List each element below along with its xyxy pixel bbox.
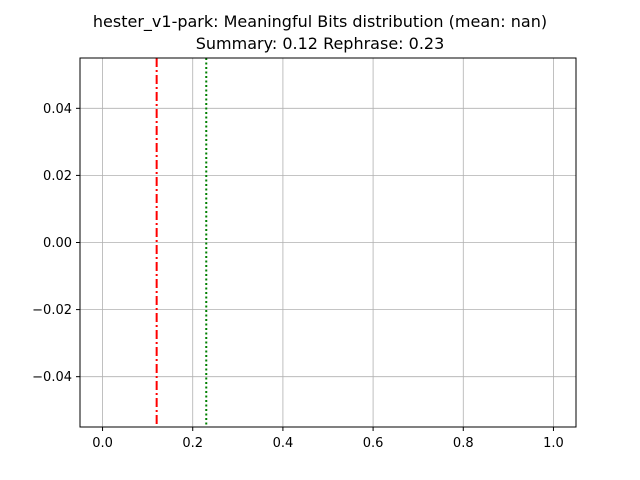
y-tick-label: −0.02 <box>32 303 72 318</box>
grid-lines <box>80 58 576 427</box>
y-tick-label: 0.02 <box>43 169 72 184</box>
chart-subtitle: Summary: 0.12 Rephrase: 0.23 <box>195 34 445 53</box>
x-axis: 0.0 0.2 0.4 0.6 0.8 1.0 <box>92 427 564 451</box>
y-tick-label: 0.00 <box>43 236 72 251</box>
chart-title: hester_v1-park: Meaningful Bits distribu… <box>92 12 548 31</box>
x-tick-label: 0.8 <box>453 436 474 451</box>
x-tick-label: 1.0 <box>543 436 564 451</box>
x-tick-label: 0.4 <box>273 436 294 451</box>
x-tick-label: 0.6 <box>363 436 384 451</box>
reference-lines <box>155 58 208 427</box>
x-tick-label: 0.2 <box>182 436 203 451</box>
y-axis: 0.04 0.02 0.00 −0.02 −0.04 <box>32 102 80 385</box>
y-tick-label: 0.04 <box>43 102 72 117</box>
y-tick-label: −0.04 <box>32 370 72 385</box>
x-tick-label: 0.0 <box>92 436 113 451</box>
